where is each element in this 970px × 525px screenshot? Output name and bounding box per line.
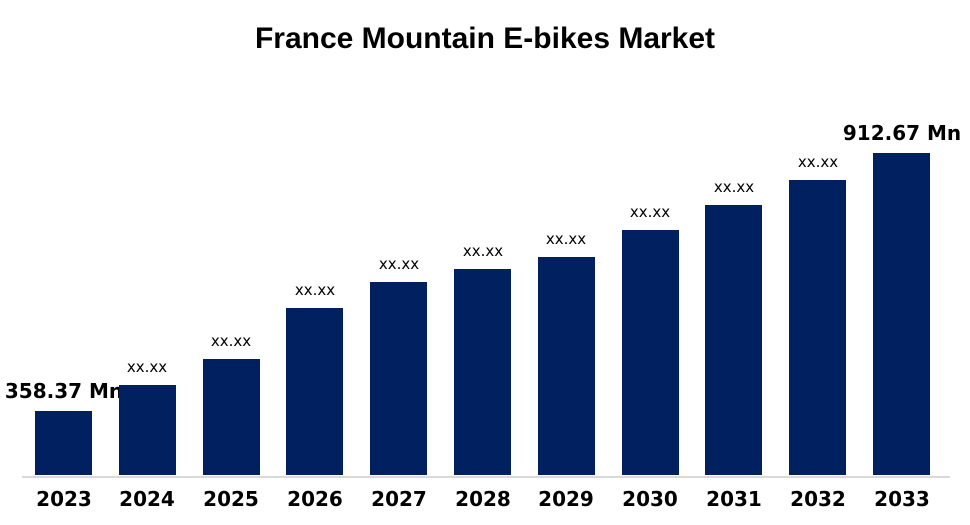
bar-value-label-2031: xx.xx (713, 178, 755, 196)
bar-2024 (119, 385, 176, 475)
bar-value-label-2029: xx.xx (545, 230, 587, 248)
bar-value-label-2026: xx.xx (294, 281, 336, 299)
x-tick-label-2023: 2023 (36, 487, 92, 511)
bar-2027 (370, 282, 427, 475)
x-tick-label-2025: 2025 (203, 487, 259, 511)
bar-value-label-2028: xx.xx (462, 242, 504, 260)
x-tick-label-2031: 2031 (706, 487, 762, 511)
bar-2032 (789, 180, 846, 475)
bar-2026 (286, 308, 343, 475)
x-tick-label-2024: 2024 (119, 487, 175, 511)
bar-2023 (35, 411, 92, 475)
x-tick-label-2026: 2026 (287, 487, 343, 511)
bar-2025 (203, 359, 260, 475)
x-tick-label-2032: 2032 (790, 487, 846, 511)
x-tick-label-2027: 2027 (371, 487, 427, 511)
bar-2030 (622, 230, 679, 475)
x-tick-label-2030: 2030 (622, 487, 678, 511)
bar-value-label-2024: xx.xx (126, 358, 168, 376)
bar-2029 (538, 257, 595, 475)
bar-2031 (705, 205, 762, 475)
bar-value-label-2030: xx.xx (629, 203, 671, 221)
bar-value-label-2032: xx.xx (797, 153, 839, 171)
bar-value-label-2027: xx.xx (378, 255, 420, 273)
x-axis-line (22, 476, 950, 478)
bar-2033 (873, 153, 930, 475)
x-tick-label-2028: 2028 (455, 487, 511, 511)
bar-value-label-2025: xx.xx (210, 332, 252, 350)
x-tick-label-2033: 2033 (874, 487, 930, 511)
x-tick-label-2029: 2029 (538, 487, 594, 511)
bar-value-label-2033: 912.67 Mn (842, 121, 962, 145)
bar-value-label-2023: 358.37 Mn (4, 379, 124, 403)
bar-2028 (454, 269, 511, 475)
chart-title: France Mountain E-bikes Market (254, 22, 716, 55)
